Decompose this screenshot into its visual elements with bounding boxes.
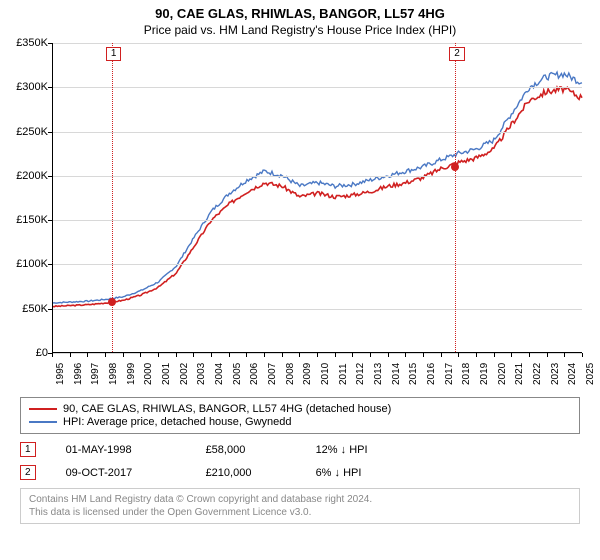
x-tick-label: 2006 bbox=[249, 363, 260, 385]
x-tick-label: 2014 bbox=[391, 363, 402, 385]
x-tick-label: 2025 bbox=[585, 363, 596, 385]
x-tick-label: 2018 bbox=[461, 363, 472, 385]
txn-marker-1: 1 bbox=[106, 47, 122, 61]
x-tick-label: 1996 bbox=[73, 363, 84, 385]
y-tick-label: £300K bbox=[4, 81, 48, 93]
legend-swatch-property bbox=[29, 408, 57, 410]
txn-delta: 12% ↓ HPI bbox=[316, 444, 368, 456]
txn-vline bbox=[455, 43, 456, 352]
txn-dot-1 bbox=[108, 298, 116, 306]
title-line-2: Price paid vs. HM Land Registry's House … bbox=[0, 21, 600, 43]
x-tick-label: 2016 bbox=[426, 363, 437, 385]
txn-row-marker: 1 bbox=[20, 442, 36, 457]
txn-row: 1 01-MAY-1998 £58,000 12% ↓ HPI bbox=[20, 442, 580, 457]
x-tick-label: 2022 bbox=[532, 363, 543, 385]
chart-area: 12 1995199619971998199920002001200220032… bbox=[52, 43, 590, 387]
legend-swatch-hpi bbox=[29, 421, 57, 423]
x-tick-label: 2009 bbox=[302, 363, 313, 385]
y-tick-label: £50K bbox=[4, 303, 48, 315]
legend-row-property: 90, CAE GLAS, RHIWLAS, BANGOR, LL57 4HG … bbox=[29, 403, 571, 415]
x-tick-label: 2000 bbox=[143, 363, 154, 385]
legend-row-hpi: HPI: Average price, detached house, Gwyn… bbox=[29, 416, 571, 428]
x-tick-label: 2020 bbox=[497, 363, 508, 385]
x-tick-label: 2021 bbox=[514, 363, 525, 385]
txn-price: £210,000 bbox=[206, 467, 286, 479]
txn-date: 01-MAY-1998 bbox=[66, 444, 176, 456]
x-tick-label: 2019 bbox=[479, 363, 490, 385]
x-tick-label: 1997 bbox=[90, 363, 101, 385]
x-ticks: 1995 1996 1997 1998 1999 2000 2001 2002 2003 2004… bbox=[52, 353, 590, 387]
y-tick-label: £150K bbox=[4, 214, 48, 226]
transaction-list: 1 01-MAY-1998 £58,000 12% ↓ HPI 2 09-OCT-2017… bbox=[20, 442, 580, 480]
txn-dot-2 bbox=[451, 163, 459, 171]
below-chart: 90, CAE GLAS, RHIWLAS, BANGOR, LL57 4HG … bbox=[20, 397, 580, 524]
x-tick-label: 2001 bbox=[161, 363, 172, 385]
title-line-1: 90, CAE GLAS, RHIWLAS, BANGOR, LL57 4HG bbox=[0, 0, 600, 21]
y-tick-label: £350K bbox=[4, 37, 48, 49]
x-tick-label: 2003 bbox=[196, 363, 207, 385]
legend-label-hpi: HPI: Average price, detached house, Gwyn… bbox=[63, 416, 292, 428]
txn-price: £58,000 bbox=[206, 444, 286, 456]
x-tick-label: 2008 bbox=[285, 363, 296, 385]
x-tick-label: 2011 bbox=[338, 363, 349, 385]
series-hpi bbox=[53, 72, 582, 303]
x-tick-label: 2023 bbox=[550, 363, 561, 385]
x-tick-label: 2010 bbox=[320, 363, 331, 385]
txn-vline bbox=[112, 43, 113, 352]
legend-label-property: 90, CAE GLAS, RHIWLAS, BANGOR, LL57 4HG … bbox=[63, 403, 391, 415]
x-tick-label: 2017 bbox=[444, 363, 455, 385]
legend: 90, CAE GLAS, RHIWLAS, BANGOR, LL57 4HG … bbox=[20, 397, 580, 434]
x-tick-label: 2002 bbox=[179, 363, 190, 385]
txn-date: 09-OCT-2017 bbox=[66, 467, 176, 479]
y-tick-label: £200K bbox=[4, 170, 48, 182]
x-tick-label: 2012 bbox=[355, 363, 366, 385]
footnote-line-1: Contains HM Land Registry data © Crown c… bbox=[29, 493, 571, 506]
x-tick-label: 1995 bbox=[55, 363, 66, 385]
txn-row: 2 09-OCT-2017 £210,000 6% ↓ HPI bbox=[20, 465, 580, 480]
plot-region: 12 bbox=[52, 43, 582, 353]
y-tick-label: £100K bbox=[4, 258, 48, 270]
series-svg bbox=[53, 43, 582, 352]
y-tick-label: £250K bbox=[4, 126, 48, 138]
x-tick-label: 2007 bbox=[267, 363, 278, 385]
x-tick-label: 2004 bbox=[214, 363, 225, 385]
series-property bbox=[53, 87, 582, 307]
x-tick-label: 2013 bbox=[373, 363, 384, 385]
txn-row-marker: 2 bbox=[20, 465, 36, 480]
x-tick-label: 1998 bbox=[108, 363, 119, 385]
x-tick-label: 2015 bbox=[408, 363, 419, 385]
txn-delta: 6% ↓ HPI bbox=[316, 467, 362, 479]
txn-marker-2: 2 bbox=[449, 47, 465, 61]
y-tick-label: £0 bbox=[4, 347, 48, 359]
x-tick-label: 2005 bbox=[232, 363, 243, 385]
footnote-line-2: This data is licensed under the Open Gov… bbox=[29, 506, 571, 519]
x-tick-label: 2024 bbox=[567, 363, 578, 385]
footnote: Contains HM Land Registry data © Crown c… bbox=[20, 488, 580, 524]
x-tick-label: 1999 bbox=[126, 363, 137, 385]
